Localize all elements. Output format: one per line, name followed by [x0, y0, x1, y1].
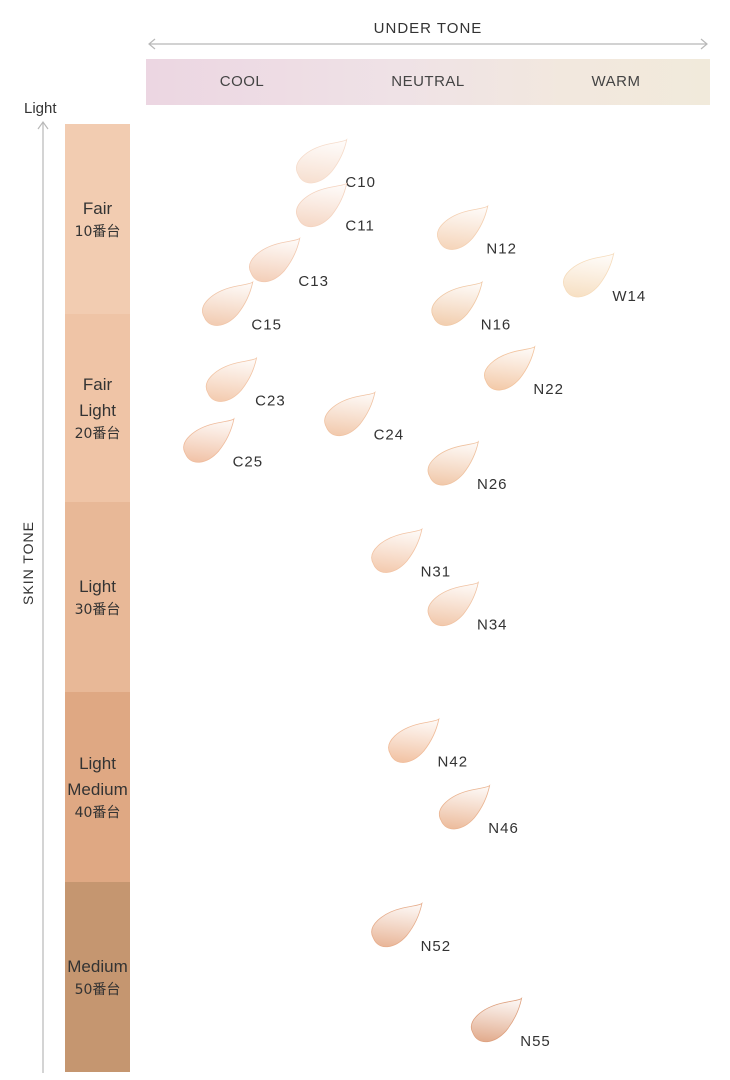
- x-axis-title: UNDER TONE: [373, 20, 483, 37]
- skin-band-light-medium: Light Medium 40番台: [65, 692, 130, 882]
- shade-swatch-shape: [249, 237, 301, 283]
- shade-label-c15: C15: [251, 317, 282, 334]
- band-range: 30番台: [74, 602, 121, 618]
- shade-swatch-n52: [371, 902, 423, 948]
- shade-label-w14: W14: [612, 288, 646, 305]
- shade-label-n26: N26: [477, 476, 508, 493]
- shade-swatch-c15: [202, 280, 254, 326]
- shade-label-n52: N52: [421, 938, 452, 955]
- band-name: Fair: [82, 199, 113, 218]
- shade-label-c25: C25: [233, 453, 264, 470]
- skin-band-light: Light 30番台: [65, 502, 130, 692]
- shade-label-n42: N42: [438, 754, 469, 771]
- shade-swatch-shape: [388, 717, 440, 763]
- band-range: 10番台: [74, 224, 121, 240]
- shade-swatch-shape: [484, 345, 536, 391]
- shade-swatch-shape: [431, 280, 483, 326]
- shade-swatch-shape: [296, 181, 348, 227]
- band-range: 20番台: [74, 426, 121, 442]
- shade-swatch-shape: [439, 784, 491, 830]
- shade-swatch-shape: [427, 580, 480, 626]
- shade-label-c24: C24: [374, 427, 405, 444]
- shade-swatch-shape: [371, 527, 423, 573]
- shade-swatch-shape: [427, 440, 480, 486]
- shade-label-n31: N31: [421, 564, 452, 581]
- shade-swatch-shape: [563, 252, 615, 298]
- shade-swatch-c24: [324, 390, 376, 436]
- shade-swatch-shape: [437, 204, 489, 250]
- undertone-neutral-label: NEUTRAL: [391, 73, 465, 90]
- shade-label-c23: C23: [255, 393, 286, 410]
- shade-swatch-n55: [471, 997, 523, 1043]
- shade-swatch-n22: [484, 345, 536, 391]
- x-axis-arrow: [148, 38, 708, 50]
- shade-swatch-n12: [437, 204, 489, 250]
- shade-swatch-n42: [388, 717, 440, 763]
- shade-swatch-shape: [324, 390, 376, 436]
- shade-swatch-c10: [296, 138, 348, 184]
- shade-label-n46: N46: [488, 820, 519, 837]
- shade-swatch-shape: [471, 997, 523, 1043]
- shade-label-n34: N34: [477, 617, 508, 634]
- shade-swatch-shape: [205, 356, 258, 402]
- shade-swatch-c23: [205, 356, 258, 402]
- band-name: Fair Light: [79, 375, 116, 420]
- undertone-header-band: COOL NEUTRAL WARM: [146, 59, 710, 105]
- shade-label-c13: C13: [298, 273, 329, 290]
- shade-label-c11: C11: [345, 218, 374, 235]
- band-range: 40番台: [74, 805, 121, 821]
- undertone-warm-label: WARM: [591, 73, 641, 90]
- shade-swatch-n31: [371, 527, 423, 573]
- band-name: Light Medium: [67, 754, 128, 799]
- shade-swatch-n34: [427, 580, 480, 626]
- y-axis-title: SKIN TONE: [20, 521, 36, 605]
- shade-swatch-shape: [202, 280, 254, 326]
- band-name: Medium: [67, 957, 128, 976]
- skin-band-medium: Medium 50番台: [65, 882, 130, 1072]
- skin-band-fair-light: Fair Light 20番台: [65, 314, 130, 502]
- shade-label-c10: C10: [345, 174, 376, 191]
- band-range: 50番台: [74, 982, 121, 998]
- shade-swatch-n16: [431, 280, 483, 326]
- band-name: Light: [79, 577, 116, 596]
- shade-swatch-shape: [371, 902, 423, 948]
- shade-swatch-n26: [427, 440, 480, 486]
- shade-label-n16: N16: [481, 317, 512, 334]
- shade-swatch-w14: [563, 252, 615, 298]
- shade-swatch-c13: [249, 237, 301, 283]
- y-axis-top-label: Light: [24, 100, 57, 117]
- shade-swatch-c25: [183, 417, 235, 463]
- skin-band-fair: Fair 10番台: [65, 124, 130, 314]
- shade-swatch-n46: [439, 784, 491, 830]
- undertone-cool-label: COOL: [219, 73, 265, 90]
- shade-label-n22: N22: [533, 381, 564, 398]
- shade-swatch-shape: [296, 138, 348, 184]
- shade-label-n12: N12: [486, 241, 517, 258]
- shade-swatch-c11: [296, 181, 348, 227]
- shade-label-n55: N55: [520, 1033, 551, 1050]
- y-axis-arrow: [37, 120, 49, 1073]
- shade-swatch-shape: [183, 417, 235, 463]
